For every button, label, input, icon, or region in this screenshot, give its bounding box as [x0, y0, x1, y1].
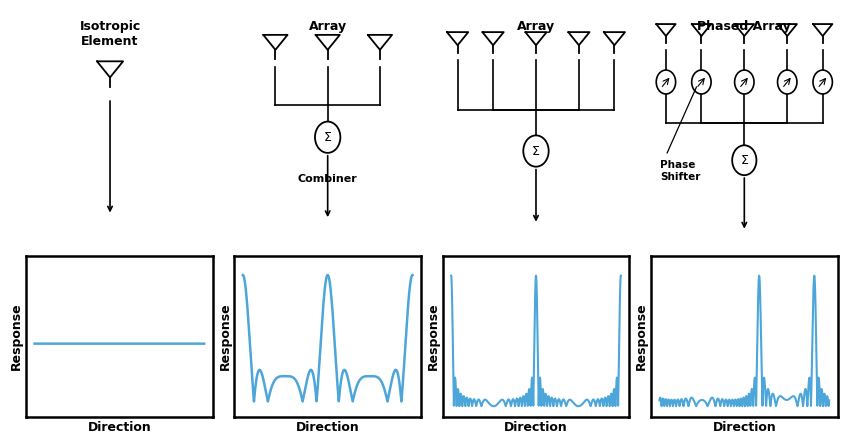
X-axis label: Direction: Direction: [713, 421, 776, 434]
Circle shape: [315, 122, 340, 153]
Circle shape: [778, 70, 797, 94]
Y-axis label: Response: Response: [219, 302, 232, 370]
Circle shape: [656, 70, 675, 94]
Circle shape: [523, 135, 549, 167]
X-axis label: Direction: Direction: [504, 421, 568, 434]
Text: Phased Array: Phased Array: [697, 20, 792, 33]
Text: Phase
Shifter: Phase Shifter: [661, 160, 700, 182]
Y-axis label: Response: Response: [635, 302, 648, 370]
X-axis label: Direction: Direction: [88, 421, 151, 434]
Text: Array: Array: [309, 20, 346, 33]
X-axis label: Direction: Direction: [296, 421, 359, 434]
Circle shape: [813, 70, 832, 94]
Text: Combiner: Combiner: [298, 174, 358, 184]
Circle shape: [692, 70, 711, 94]
Text: Array: Array: [517, 20, 555, 33]
Text: Isotropic
Element: Isotropic Element: [79, 20, 141, 48]
Text: $\Sigma$: $\Sigma$: [531, 145, 541, 158]
Text: $\Sigma$: $\Sigma$: [323, 131, 332, 144]
Text: $\Sigma$: $\Sigma$: [740, 154, 749, 167]
Circle shape: [733, 145, 756, 175]
Y-axis label: Response: Response: [10, 302, 23, 370]
Y-axis label: Response: Response: [427, 302, 440, 370]
Circle shape: [734, 70, 754, 94]
